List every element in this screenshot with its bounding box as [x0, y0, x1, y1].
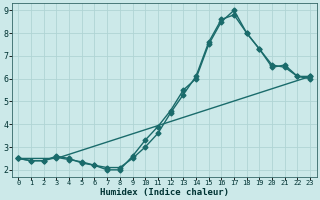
X-axis label: Humidex (Indice chaleur): Humidex (Indice chaleur) — [100, 188, 229, 197]
